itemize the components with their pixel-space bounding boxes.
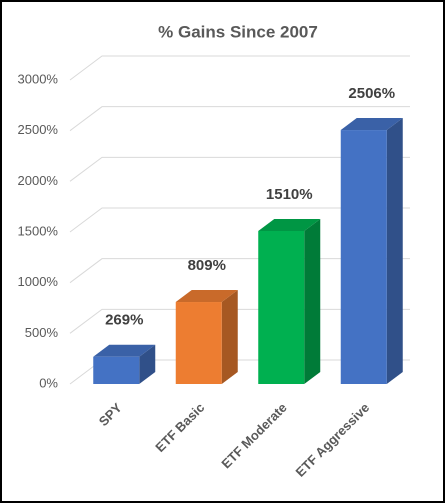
grid-line [69,106,410,132]
y-tick-label: 500% [25,325,59,340]
grid-line [69,207,410,233]
bar-top [175,290,238,303]
y-tick-label: 1000% [18,274,59,289]
y-tick-label: 2500% [18,122,59,137]
y-tick-label: 3000% [18,71,59,86]
y-tick-label: 0% [39,375,58,390]
bar [340,130,387,384]
bar-top [93,344,156,357]
bar-side [139,344,156,384]
y-tick-label: 2000% [18,173,59,188]
bar-top [258,218,321,231]
value-label: 1510% [266,186,313,203]
grid-line [69,156,410,182]
bar [93,356,140,384]
bar [175,302,222,384]
bar [258,230,305,384]
bar-side [221,290,238,384]
grid-line [69,55,410,81]
value-label: 809% [188,257,226,274]
value-label: 2506% [348,85,395,102]
bar-top [340,118,403,131]
bar-side [304,218,321,384]
value-label: 269% [105,312,143,329]
bar-side [386,118,403,385]
chart-title: % Gains Since 2007 [158,22,318,41]
y-tick-label: 1500% [18,223,59,238]
